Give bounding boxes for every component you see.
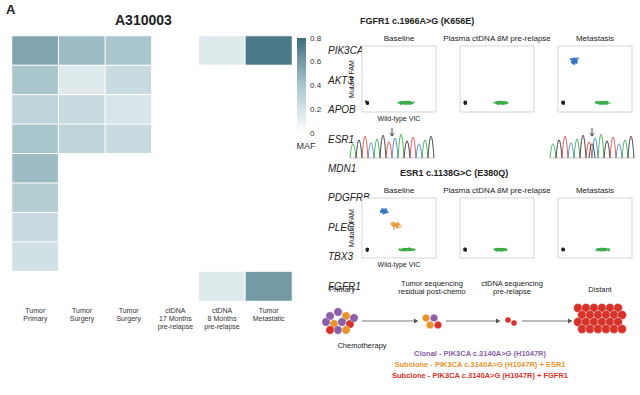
svg-text:FGFR1: FGFR1	[328, 281, 361, 292]
svg-text:Chemotherapy: Chemotherapy	[337, 341, 386, 350]
svg-text:ctDNA: ctDNA	[165, 307, 186, 314]
svg-text:Plasma ctDNA 8M pre-relapse: Plasma ctDNA 8M pre-relapse	[443, 34, 551, 43]
svg-text:pre-relapse: pre-relapse	[158, 323, 194, 331]
svg-text:Tumor sequencingresidual post-: Tumor sequencingresidual post-chemo	[398, 279, 466, 296]
svg-text:0.6: 0.6	[310, 57, 322, 66]
svg-text:Clonal - PIK3CA c.3140A>G (H10: Clonal - PIK3CA c.3140A>G (H1047R)	[414, 349, 547, 358]
svg-text:Surgery: Surgery	[116, 315, 141, 323]
svg-text:MAF: MAF	[297, 141, 317, 151]
svg-text:MDN1: MDN1	[328, 163, 356, 174]
svg-text:PDGFRB: PDGFRB	[328, 192, 370, 203]
svg-text:Surgery: Surgery	[70, 315, 95, 323]
svg-text:Plasma ctDNA 8M pre-relapse: Plasma ctDNA 8M pre-relapse	[443, 186, 551, 195]
svg-text:0.8: 0.8	[310, 34, 322, 43]
svg-text:Subclone - PIK3CA c.3140A>G (H: Subclone - PIK3CA c.3140A>G (H1047R) + E…	[394, 360, 565, 369]
svg-text:APOB: APOB	[327, 104, 356, 115]
svg-text:Mutant FAM: Mutant FAM	[348, 209, 355, 247]
svg-text:Tumor: Tumor	[72, 307, 93, 314]
svg-text:Metastasis: Metastasis	[576, 34, 614, 43]
svg-text:Wild-type VIC: Wild-type VIC	[378, 115, 421, 123]
svg-text:pre-relapse: pre-relapse	[204, 323, 240, 331]
svg-text:Metastatic: Metastatic	[253, 315, 285, 322]
svg-text:0.2: 0.2	[310, 105, 322, 114]
svg-text:ctDNA: ctDNA	[212, 307, 233, 314]
svg-text:Primary: Primary	[329, 285, 355, 294]
svg-text:Wild-type VIC: Wild-type VIC	[378, 261, 421, 269]
svg-text:ctDNA sequencingpre-relapse: ctDNA sequencingpre-relapse	[481, 279, 543, 296]
svg-text:Tumor: Tumor	[119, 307, 140, 314]
svg-text:Baseline: Baseline	[384, 34, 415, 43]
svg-text:A: A	[6, 2, 16, 17]
svg-text:Baseline: Baseline	[384, 186, 415, 195]
svg-text:FGFR1 c.1966A>G (K656E): FGFR1 c.1966A>G (K656E)	[360, 16, 474, 26]
svg-text:0: 0	[310, 129, 315, 138]
svg-text:Subclone - PIK3CA c.3140A>G (H: Subclone - PIK3CA c.3140A>G (H1047R) + F…	[392, 371, 568, 380]
svg-text:PLEC: PLEC	[328, 222, 355, 233]
svg-text:Tumor: Tumor	[25, 307, 46, 314]
svg-text:TBX3: TBX3	[328, 251, 353, 262]
svg-text:Primary: Primary	[23, 315, 48, 323]
svg-text:AKT3: AKT3	[327, 75, 353, 86]
svg-text:Tumor: Tumor	[259, 307, 280, 314]
svg-text:ESR1: ESR1	[328, 134, 354, 145]
svg-text:Metastasis: Metastasis	[576, 186, 614, 195]
svg-text:ESR1 c.1138G>C (E380Q): ESR1 c.1138G>C (E380Q)	[400, 168, 508, 178]
svg-text:0.4: 0.4	[310, 81, 322, 90]
svg-text:A310003: A310003	[115, 12, 172, 28]
svg-text:Distant: Distant	[588, 285, 612, 294]
svg-text:PIK3CA: PIK3CA	[328, 45, 364, 56]
svg-text:8 Months: 8 Months	[208, 315, 237, 322]
svg-text:Mutant FAM: Mutant FAM	[348, 60, 355, 98]
svg-text:17 Months: 17 Months	[159, 315, 192, 322]
